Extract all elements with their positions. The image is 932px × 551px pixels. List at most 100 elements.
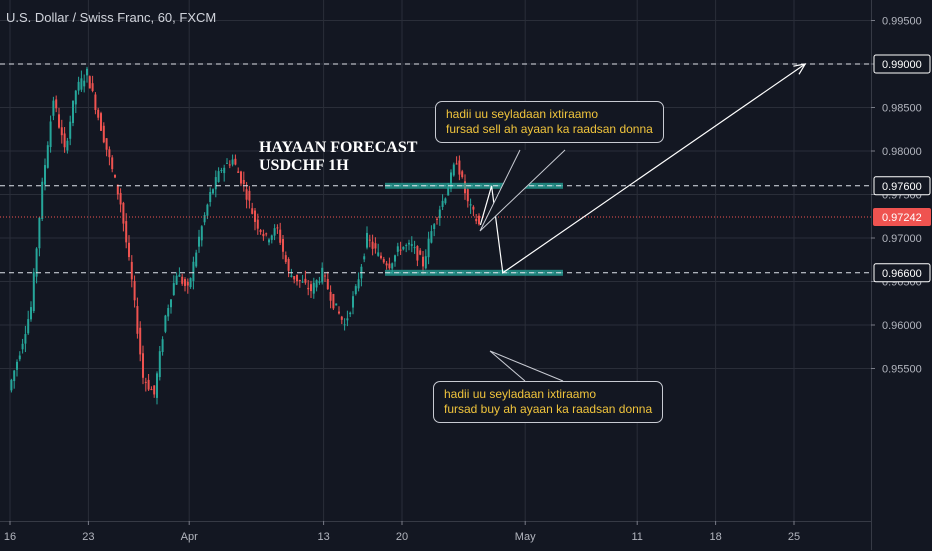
candle: [30, 301, 32, 322]
time-axis-panel[interactable]: [0, 521, 871, 551]
candle-body: [394, 255, 396, 262]
candle-body: [105, 138, 108, 150]
candle: [128, 235, 130, 261]
candle-body: [16, 361, 18, 370]
buy-callout-pointer: [489, 350, 564, 382]
candle-body: [209, 191, 212, 202]
buy-note-line2: fursad buy ah ayaan ka raadsan donna: [444, 402, 653, 416]
candle-body: [452, 164, 455, 176]
candle: [366, 226, 368, 250]
candle: [63, 126, 66, 153]
candle-body: [377, 252, 380, 256]
candle-body: [88, 76, 91, 89]
candle-body: [290, 275, 293, 277]
candle: [91, 75, 94, 93]
candle-body: [382, 259, 385, 263]
candle-body: [276, 227, 279, 229]
candle: [116, 184, 119, 200]
candle-body: [318, 281, 321, 283]
buy-note-callout[interactable]: hadii uu seyladaan ixtiraamo fursad buy …: [433, 381, 664, 423]
candle-body: [206, 204, 209, 216]
candle-body: [438, 209, 441, 219]
candle-body: [102, 125, 105, 143]
candle: [318, 276, 321, 285]
candle-body: [343, 324, 346, 326]
candle: [273, 224, 276, 241]
candle-body: [156, 373, 158, 398]
candle: [472, 205, 475, 217]
candle: [203, 212, 206, 226]
candle-body: [72, 100, 74, 123]
candle-body: [391, 263, 394, 269]
candle-body: [352, 296, 354, 308]
candle-body: [265, 233, 268, 235]
candle: [360, 264, 363, 287]
candle-body: [234, 158, 237, 165]
price-axis-panel[interactable]: [871, 0, 932, 550]
candle: [478, 213, 480, 226]
candle-body: [385, 263, 388, 266]
candle-body: [396, 246, 399, 252]
candle-body: [354, 286, 357, 295]
candle-body: [186, 281, 189, 286]
candle: [242, 171, 245, 192]
candle: [195, 249, 198, 268]
candle: [424, 249, 427, 270]
candle-body: [242, 179, 245, 185]
candle-body: [223, 167, 226, 174]
candle-body: [422, 256, 424, 267]
candle: [139, 321, 142, 362]
candle-body: [97, 109, 100, 118]
candle-body: [142, 353, 144, 378]
candle: [97, 107, 100, 121]
candle: [35, 247, 38, 284]
candle: [200, 225, 203, 247]
candle-body: [475, 219, 478, 222]
candle: [80, 70, 83, 92]
candle-body: [259, 230, 262, 232]
candle-body: [94, 94, 97, 111]
candle-body: [228, 164, 231, 166]
candle: [441, 194, 444, 211]
candle: [301, 274, 304, 283]
candle-body: [153, 385, 156, 395]
candle: [385, 261, 388, 270]
candle: [382, 256, 385, 264]
candle-body: [13, 370, 16, 382]
candle: [254, 207, 256, 231]
candle-body: [10, 379, 13, 391]
candle: [427, 231, 430, 265]
candle-body: [447, 188, 450, 196]
candle: [394, 254, 396, 267]
candle: [231, 154, 234, 167]
candle-body: [231, 159, 234, 165]
candle: [315, 279, 318, 292]
candle-body: [69, 121, 72, 139]
candle: [251, 202, 254, 215]
candle-body: [150, 389, 153, 391]
candle-body: [133, 281, 136, 301]
candle: [18, 351, 21, 362]
sell-note-callout[interactable]: hadii uu seyladaan ixtiraamo fursad sell…: [435, 101, 664, 143]
candle: [144, 377, 147, 392]
candle-body: [363, 256, 366, 260]
candle-body: [301, 281, 304, 283]
candle: [276, 224, 279, 234]
candle-body: [408, 242, 410, 245]
candle: [228, 160, 231, 169]
candle: [156, 371, 158, 405]
candle-body: [430, 231, 433, 243]
candle-body: [321, 267, 324, 283]
candle: [357, 272, 360, 292]
candle-body: [52, 100, 55, 116]
candle: [332, 293, 335, 310]
candle-body: [77, 81, 80, 91]
candle: [38, 217, 41, 257]
candle: [21, 338, 24, 354]
candle: [245, 181, 248, 209]
candle-body: [128, 242, 130, 258]
candle-body: [114, 174, 116, 178]
candle: [164, 314, 167, 334]
candle: [220, 167, 223, 173]
